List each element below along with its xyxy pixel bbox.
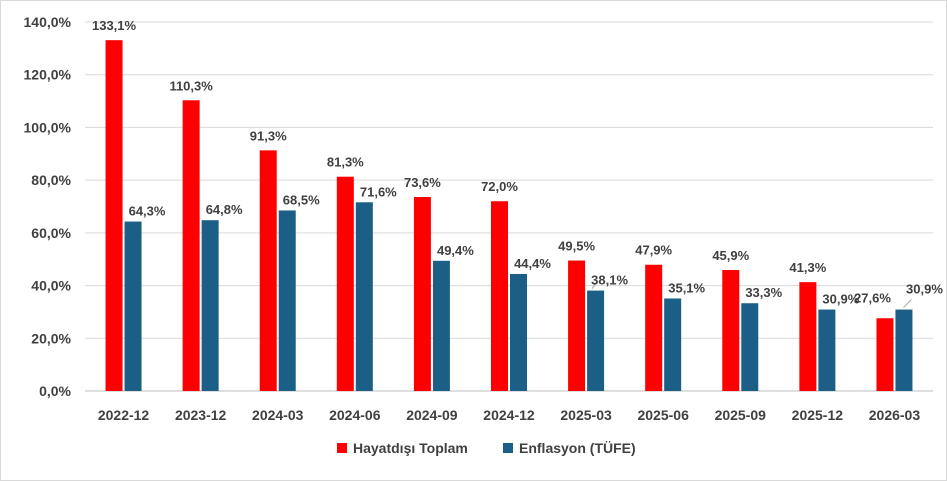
x-tick-label: 2024-12 [483, 407, 535, 423]
y-tick-label: 0,0% [39, 383, 71, 399]
leader-line [591, 281, 598, 289]
bar-hayatdisi-toplam [336, 176, 354, 391]
y-tick-label: 80,0% [31, 172, 71, 188]
data-label: 35,1% [668, 280, 705, 295]
x-tick-label: 2024-06 [329, 407, 381, 423]
data-label: 133,1% [92, 18, 137, 33]
data-label: 72,0% [481, 179, 518, 194]
bar-hayatdisi-toplam [491, 201, 508, 391]
y-tick-label: 40,0% [31, 278, 71, 294]
data-label: 41,3% [789, 260, 826, 275]
bar-hayatdisi-toplam [105, 40, 123, 391]
x-tick-label: 2024-09 [406, 407, 458, 423]
data-label: 64,8% [206, 202, 243, 217]
bar-enflasyon-tufe [278, 210, 296, 391]
bar-enflasyon-tufe [510, 273, 527, 391]
bar-enflasyon-tufe [432, 260, 450, 391]
bar-hayatdisi-toplam [645, 264, 663, 391]
leader-line [903, 299, 912, 308]
y-tick-label: 140,0% [24, 14, 72, 30]
bar-hayatdisi-toplam [259, 150, 277, 391]
bar-enflasyon-tufe [818, 309, 836, 391]
bar-hayatdisi-toplam [722, 270, 740, 391]
x-tick-label: 2026-03 [869, 407, 921, 423]
legend-swatch [503, 443, 513, 453]
data-label: 38,1% [591, 273, 628, 288]
data-label: 81,3% [327, 155, 364, 170]
data-label: 71,6% [360, 184, 397, 199]
data-label: 30,9% [906, 282, 943, 297]
data-label: 73,6% [404, 175, 441, 190]
x-tick-label: 2023-12 [175, 407, 227, 423]
x-tick-label: 2025-06 [637, 407, 689, 423]
y-tick-label: 20,0% [31, 330, 71, 346]
data-label: 49,4% [437, 243, 474, 258]
legend-item-hayatdisi-toplam: Hayatdışı Toplam [353, 440, 468, 456]
y-tick-label: 120,0% [24, 67, 72, 83]
x-tick-label: 2025-03 [560, 407, 612, 423]
x-tick-label: 2025-09 [715, 407, 767, 423]
bar-hayatdisi-toplam [568, 260, 586, 391]
bar-enflasyon-tufe [124, 221, 142, 391]
x-tick-label: 2022-12 [98, 407, 150, 423]
data-label: 33,3% [745, 285, 782, 300]
x-tick-label: 2025-12 [792, 407, 844, 423]
data-label: 44,4% [514, 256, 551, 271]
data-label: 27,6% [854, 290, 891, 305]
legend-item-enflasyon-tufe: Enflasyon (TÜFE) [519, 440, 636, 456]
data-label: 68,5% [283, 192, 320, 207]
bar-enflasyon-tufe [201, 220, 219, 391]
data-label: 91,3% [250, 128, 287, 143]
legend-swatch [337, 443, 347, 453]
bar-enflasyon-tufe [664, 298, 682, 391]
bar-enflasyon-tufe [741, 303, 759, 391]
data-label: 64,3% [129, 204, 166, 219]
data-label: 49,5% [558, 239, 595, 254]
data-label: 30,9% [822, 292, 859, 307]
y-tick-label: 100,0% [24, 119, 72, 135]
data-label: 45,9% [712, 248, 749, 263]
bar-hayatdisi-toplam [413, 197, 431, 391]
bar-hayatdisi-toplam [182, 100, 200, 392]
bar-hayatdisi-toplam [799, 282, 817, 391]
x-tick-label: 2024-03 [252, 407, 304, 423]
y-tick-label: 60,0% [31, 225, 71, 241]
bar-enflasyon-tufe [587, 290, 605, 391]
bar-hayatdisi-toplam [876, 318, 894, 391]
data-label: 110,3% [169, 78, 213, 93]
bar-enflasyon-tufe [895, 309, 913, 391]
bar-enflasyon-tufe [355, 202, 373, 391]
data-label: 47,9% [635, 243, 672, 258]
